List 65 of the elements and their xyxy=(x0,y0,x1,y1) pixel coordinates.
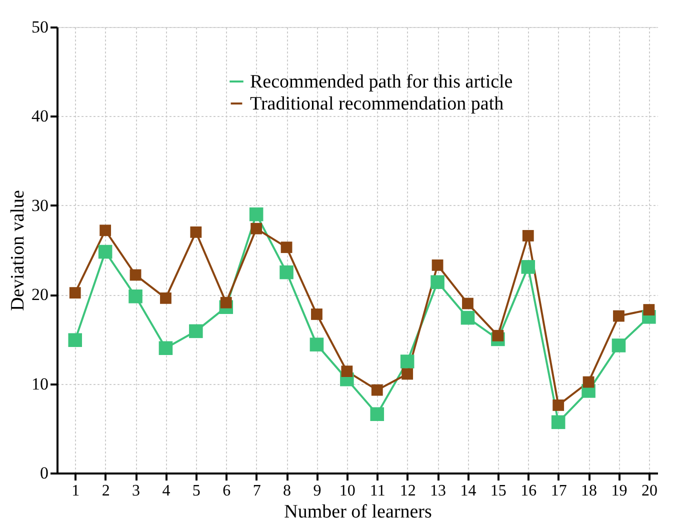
x-tick-label: 20 xyxy=(641,482,658,500)
x-tick-label: 9 xyxy=(313,482,322,500)
point xyxy=(371,384,383,396)
y-tick-label: 30 xyxy=(32,196,48,215)
point xyxy=(311,308,322,320)
y-axis-title: Deviation value xyxy=(8,190,28,311)
point xyxy=(158,341,173,356)
x-tick-label: 8 xyxy=(283,482,292,500)
point xyxy=(280,242,292,254)
x-tick-label: 1 xyxy=(72,482,80,500)
point xyxy=(310,338,324,352)
point xyxy=(400,354,414,368)
x-tick-label: 11 xyxy=(370,482,386,500)
y-tick-label: 20 xyxy=(32,285,48,304)
point xyxy=(220,296,232,308)
point xyxy=(643,304,655,316)
point xyxy=(280,265,294,280)
point xyxy=(128,289,142,304)
x-tick-label: 12 xyxy=(400,482,416,500)
x-tick-label: 2 xyxy=(102,482,110,500)
point xyxy=(613,310,624,322)
x-tick-label: 17 xyxy=(550,482,567,500)
legend-label: Recommended path for this article xyxy=(250,72,513,92)
point xyxy=(370,407,384,422)
point xyxy=(250,222,262,234)
point xyxy=(189,324,203,338)
point xyxy=(190,226,202,238)
point xyxy=(69,287,81,299)
x-tick-label: 16 xyxy=(520,482,537,500)
point xyxy=(100,224,112,236)
legend-label: Traditional recommendation path xyxy=(250,94,504,114)
point xyxy=(402,368,414,380)
point xyxy=(130,269,142,281)
x-tick-label: 6 xyxy=(222,482,231,500)
point xyxy=(612,338,626,352)
x-tick-label: 4 xyxy=(162,482,170,500)
point xyxy=(582,376,594,388)
point xyxy=(521,260,536,274)
point xyxy=(249,207,264,222)
x-tick-label: 18 xyxy=(581,482,598,500)
point xyxy=(98,244,112,259)
y-tick-label: 50 xyxy=(32,18,48,36)
point xyxy=(492,330,504,342)
x-tick-label: 19 xyxy=(611,482,628,500)
x-tick-label: 15 xyxy=(490,482,506,500)
point xyxy=(551,415,566,430)
point xyxy=(460,310,475,325)
x-tick-label: 3 xyxy=(132,482,140,500)
point xyxy=(341,366,353,378)
point xyxy=(68,333,82,347)
x-tick-label: 13 xyxy=(430,482,446,500)
x-tick-label: 10 xyxy=(339,482,356,500)
point xyxy=(430,275,444,290)
y-tick-label: 0 xyxy=(40,464,48,482)
point xyxy=(552,400,564,411)
x-tick-label: 7 xyxy=(252,482,261,500)
x-axis-title: Number of learners xyxy=(284,502,432,522)
point xyxy=(462,298,474,310)
point xyxy=(432,259,444,271)
y-tick-label: 40 xyxy=(32,106,48,126)
x-tick-label: 5 xyxy=(192,482,200,500)
y-tick-label: 10 xyxy=(32,374,48,394)
x-tick-label: 14 xyxy=(460,482,476,500)
point xyxy=(522,230,534,242)
point xyxy=(160,292,172,304)
